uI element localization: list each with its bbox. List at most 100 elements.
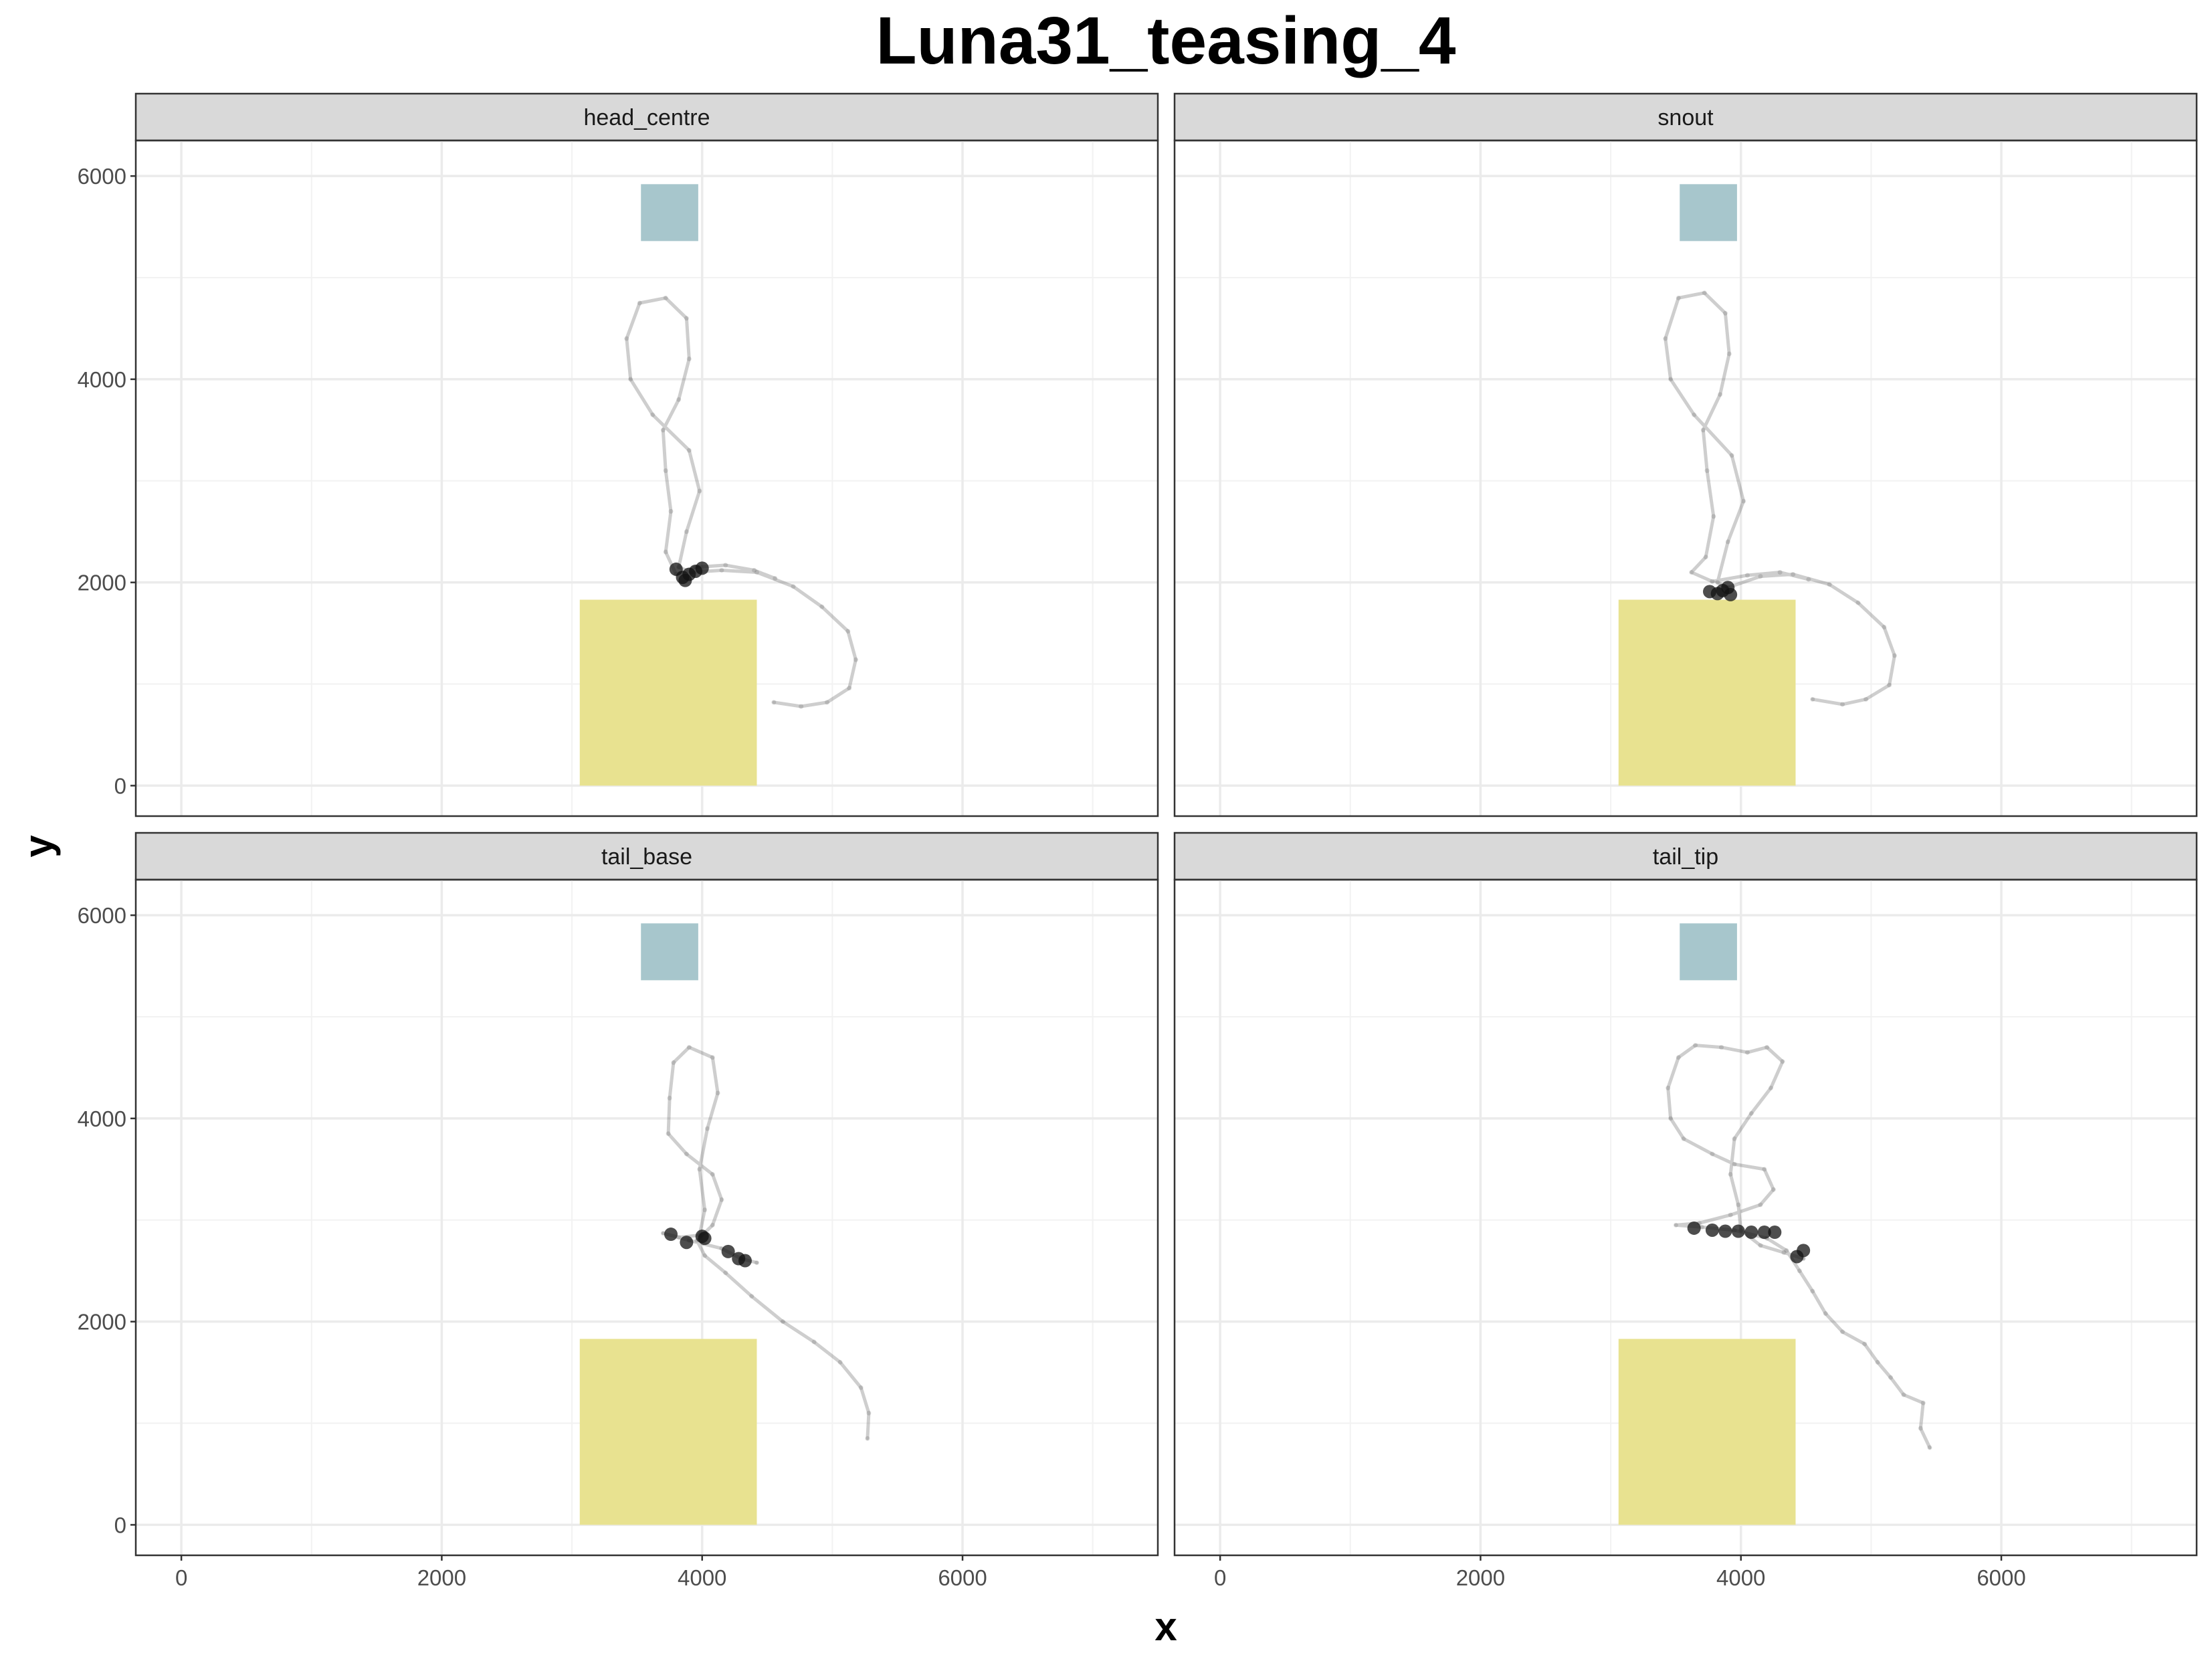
trajectory-point — [1710, 1151, 1715, 1157]
trajectory-point — [1875, 1359, 1880, 1365]
trajectory-line — [625, 296, 858, 708]
trajectory-point — [1663, 336, 1668, 341]
dwell-point — [664, 1228, 678, 1242]
trajectory-point — [697, 488, 702, 494]
trajectory-point — [1732, 1161, 1737, 1167]
trajectory-point — [752, 567, 757, 573]
panel-plot-area — [1175, 140, 2197, 816]
y-tick-label: 0 — [114, 1512, 126, 1537]
trajectory-point — [1725, 539, 1730, 545]
strip-background — [1173, 832, 2198, 881]
trajectory-point — [1781, 1250, 1787, 1255]
x-tick-label: 6000 — [938, 1565, 987, 1590]
strip-label: tail_tip — [1653, 844, 1718, 870]
trajectory-point — [663, 295, 668, 300]
trajectory-point — [1702, 290, 1707, 296]
trajectory-point — [667, 1096, 672, 1101]
trajectory-point — [697, 1167, 702, 1172]
trajectory-point — [1692, 412, 1697, 417]
dwell-point — [1705, 1223, 1719, 1237]
y-tick-label: 6000 — [78, 164, 126, 189]
dwell-point — [1687, 1221, 1701, 1235]
dwell-point — [721, 1244, 735, 1258]
trajectory-point — [754, 569, 759, 575]
panel-snout: snout — [1173, 92, 2198, 817]
trajectory-point — [1710, 579, 1715, 584]
trajectory-point — [702, 1253, 708, 1258]
strip-background — [1173, 92, 2198, 142]
dwell-point — [678, 573, 692, 587]
trajectory-point — [1887, 682, 1892, 688]
trajectory-point — [1722, 310, 1728, 316]
trajectory-point — [1823, 1311, 1828, 1316]
trajectory-point — [1744, 573, 1750, 578]
trajectory-point — [1700, 427, 1706, 433]
blue-zone — [1680, 184, 1737, 241]
dwell-point — [698, 1232, 712, 1246]
trajectory-point — [1676, 295, 1681, 300]
trajectory-point — [710, 1055, 715, 1060]
trajectory-point — [866, 1410, 872, 1416]
trajectory-line — [1664, 291, 1896, 706]
trajectory-point — [719, 1197, 724, 1202]
trajectory-point — [1728, 1171, 1733, 1177]
trajectory-point — [676, 397, 682, 402]
trajectory-point — [1862, 1341, 1868, 1347]
y-tick-label: 0 — [114, 773, 126, 798]
trajectory-point — [1762, 1167, 1767, 1172]
trajectory-point — [1882, 625, 1887, 630]
trajectory-point — [1855, 600, 1861, 605]
trajectory-point — [825, 700, 830, 705]
x-axis-title: x — [1154, 1604, 1177, 1649]
trajectory-point — [771, 700, 777, 705]
dwell-point — [680, 1236, 694, 1250]
trajectory-point — [1806, 577, 1811, 582]
y-tick-label: 4000 — [78, 1106, 126, 1131]
panel-plot-area — [136, 140, 1158, 816]
trajectory-point — [637, 300, 642, 306]
trajectory-point — [1777, 569, 1783, 575]
y-axis-title: y — [16, 835, 61, 858]
trajectory-point — [1771, 1187, 1776, 1192]
trajectory-point — [1901, 1392, 1906, 1397]
blue-zone — [641, 184, 698, 241]
trajectory-point — [837, 1359, 843, 1365]
trajectory-point — [723, 1270, 728, 1276]
trajectory-point — [686, 1045, 692, 1050]
trajectory-point — [1827, 582, 1832, 587]
trajectory-point — [853, 657, 858, 662]
x-tick-label: 0 — [1214, 1565, 1226, 1590]
x-tick-label: 2000 — [417, 1565, 466, 1590]
trajectory-point — [1744, 1050, 1750, 1055]
trajectory-line — [1666, 1044, 1932, 1450]
trajectory-point — [791, 584, 796, 589]
trajectory-point — [666, 1131, 671, 1137]
dwell-point — [669, 562, 683, 576]
trajectory-point — [1711, 514, 1716, 519]
trajectory-point — [628, 377, 633, 382]
trajectory-point — [1704, 468, 1710, 474]
dwell-point — [1757, 1226, 1771, 1240]
panel-tail_base: tail_base 0 2000 4000 6000 0 2000 4000 6000 — [78, 832, 1159, 1590]
panel-border — [1173, 878, 2198, 1557]
strip-label: head_centre — [583, 105, 710, 130]
trajectory-point — [671, 1060, 676, 1065]
trajectory-point — [1810, 696, 1815, 702]
trajectory-point — [660, 427, 666, 433]
trajectory-point — [1797, 1268, 1802, 1274]
trajectory-point — [1892, 653, 1897, 658]
dwell-point — [1768, 1226, 1782, 1240]
dwell-point — [1744, 1226, 1758, 1240]
trajectory-point — [702, 1207, 708, 1213]
strip-label: snout — [1657, 105, 1714, 130]
trajectory-point — [1920, 1400, 1926, 1405]
trajectory-point — [684, 529, 689, 534]
trajectory-point — [845, 629, 851, 634]
trajectory-point — [1728, 1212, 1733, 1217]
trajectory-point — [1668, 1116, 1674, 1121]
yellow-zone — [579, 599, 757, 786]
panel-border — [1173, 139, 2198, 817]
trajectory-point — [865, 1436, 870, 1441]
trajectory-point — [1791, 572, 1796, 577]
blue-zone — [1680, 923, 1737, 981]
